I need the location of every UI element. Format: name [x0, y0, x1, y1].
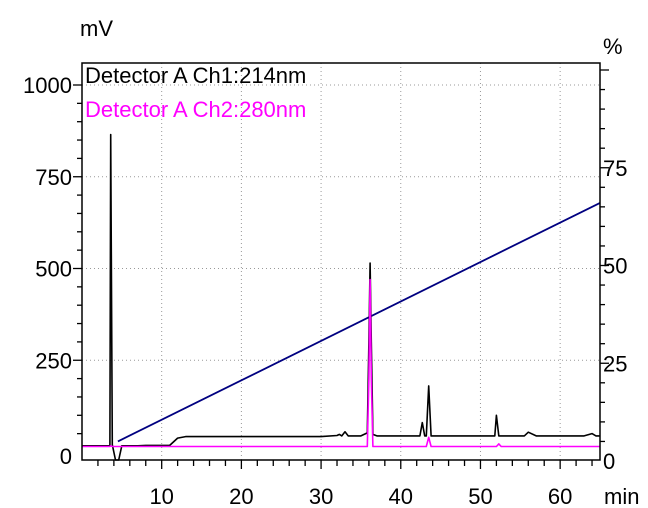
y-right-unit: % [603, 34, 623, 59]
series-line-gradient [117, 202, 601, 443]
y-right-tick-label: 75 [603, 156, 627, 181]
y-left-tick-label: 750 [35, 165, 72, 190]
legend-ch2: Detector A Ch2:280nm [85, 97, 306, 122]
series-line-detector-a-ch2-280nm [82, 278, 600, 448]
y-left-unit: mV [80, 16, 113, 41]
x-tick-label: 20 [229, 484, 253, 508]
x-tick-label: 50 [468, 484, 492, 508]
y-right-tick-label: 25 [603, 351, 627, 376]
y-left-tick-label: 1000 [23, 73, 72, 98]
y-right-tick-label: 0 [603, 449, 615, 474]
series-line-detector-a-ch1-214nm [82, 133, 600, 461]
x-tick-label: 60 [548, 484, 572, 508]
y-right-tick-label: 50 [603, 254, 627, 279]
x-tick-label: 40 [389, 484, 413, 508]
y-left-tick-label: 500 [35, 257, 72, 282]
plot-frame [81, 62, 601, 461]
x-tick-label: 30 [309, 484, 333, 508]
grid-layer [82, 63, 600, 460]
x-tick-label: 10 [149, 484, 173, 508]
legend-ch1: Detector A Ch1:214nm [85, 63, 306, 88]
label-layer: 10 20 30 40 50 60 0 250 500 750 1000 0 25 50 75 [23, 73, 627, 508]
series-layer [82, 133, 601, 461]
y-left-tick-label: 0 [60, 444, 72, 469]
tick-layer [73, 69, 609, 469]
x-unit: min [604, 484, 639, 508]
y-left-tick-label: 250 [35, 348, 72, 373]
